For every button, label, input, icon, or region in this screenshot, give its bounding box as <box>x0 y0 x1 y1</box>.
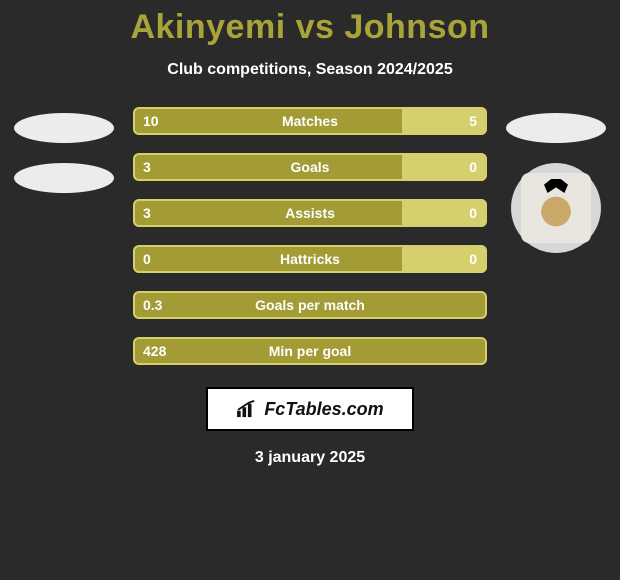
stats-bars: 10 Matches 5 3 Goals 0 3 Assists 0 <box>133 107 487 365</box>
branding-box: FcTables.com <box>206 387 414 431</box>
stat-label: Hattricks <box>280 251 340 267</box>
stat-bar-assists: 3 Assists 0 <box>133 199 487 227</box>
stat-label: Goals per match <box>255 297 365 313</box>
left-player-badge-2 <box>14 163 114 193</box>
crest-icon <box>521 173 591 243</box>
stat-label: Assists <box>285 205 335 221</box>
stat-left-value: 428 <box>143 343 166 359</box>
stat-bar-hattricks: 0 Hattricks 0 <box>133 245 487 273</box>
branding-text: FcTables.com <box>264 399 383 420</box>
right-player-col <box>501 107 611 253</box>
stat-right-value: 0 <box>469 159 477 175</box>
stat-bar-gpm: 0.3 Goals per match <box>133 291 487 319</box>
page-subtitle: Club competitions, Season 2024/2025 <box>0 61 620 79</box>
fctables-logo-icon <box>236 400 258 418</box>
right-club-crest <box>511 163 601 253</box>
stat-bar-mpg: 428 Min per goal <box>133 337 487 365</box>
left-player-badge-1 <box>14 113 114 143</box>
page-title: Akinyemi vs Johnson <box>0 8 620 47</box>
right-player-badge-1 <box>506 113 606 143</box>
stat-left-value: 0 <box>143 251 151 267</box>
stat-left-value: 3 <box>143 159 151 175</box>
stat-left-value: 10 <box>143 113 159 129</box>
snapshot-date: 3 january 2025 <box>0 449 620 467</box>
stat-label: Min per goal <box>269 343 351 359</box>
comparison-area: 10 Matches 5 3 Goals 0 3 Assists 0 <box>0 107 620 365</box>
stat-right-value: 0 <box>469 251 477 267</box>
stat-left-value: 3 <box>143 205 151 221</box>
stat-label: Matches <box>282 113 338 129</box>
stat-bar-goals: 3 Goals 0 <box>133 153 487 181</box>
stat-left-value: 0.3 <box>143 297 162 313</box>
stat-right-value: 0 <box>469 205 477 221</box>
left-player-col <box>9 107 119 193</box>
stat-bar-matches: 10 Matches 5 <box>133 107 487 135</box>
stat-label: Goals <box>291 159 330 175</box>
stat-right-value: 5 <box>469 113 477 129</box>
